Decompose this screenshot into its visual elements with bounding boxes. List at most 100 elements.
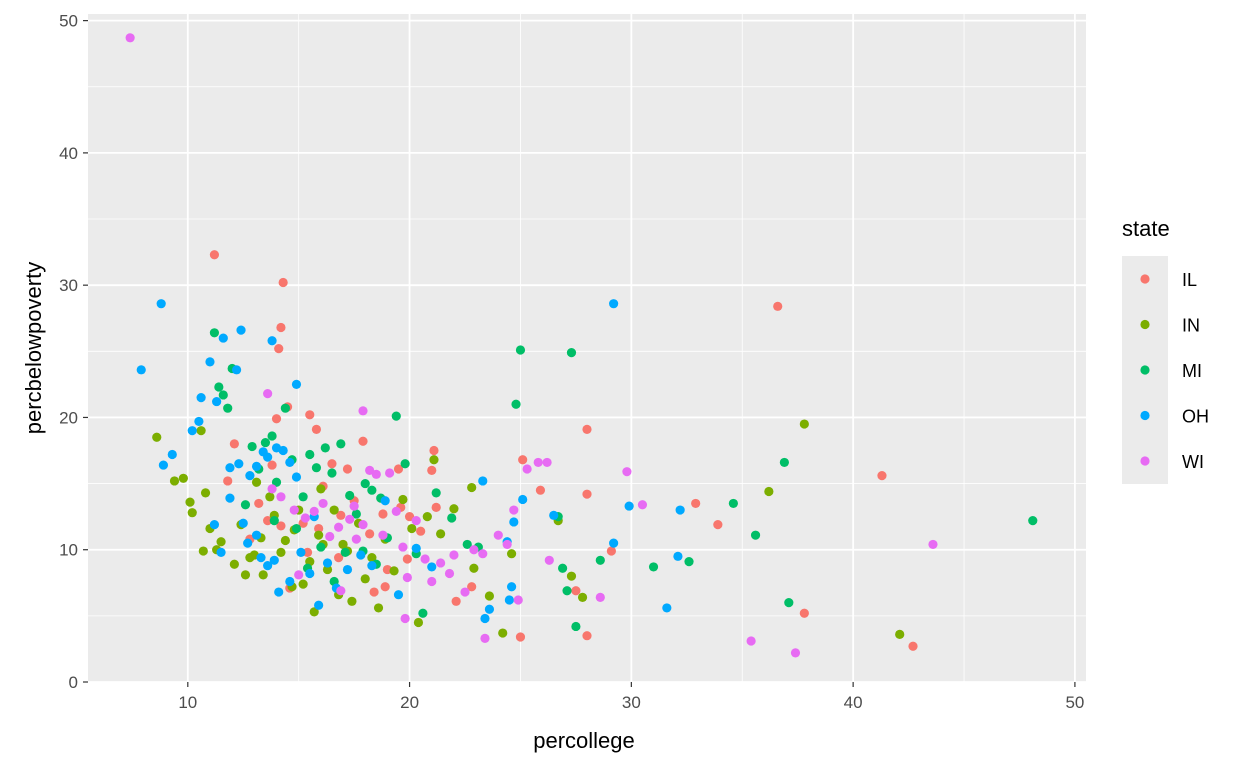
data-point (624, 501, 634, 511)
data-point (236, 325, 246, 335)
data-point (380, 496, 390, 506)
data-point (544, 555, 554, 565)
data-point (566, 571, 577, 581)
data-point (622, 467, 632, 477)
data-point (256, 553, 266, 563)
data-point (209, 250, 220, 260)
data-point (480, 613, 490, 624)
data-point (484, 604, 495, 614)
data-point (799, 419, 809, 429)
data-point (265, 492, 275, 502)
data-point (506, 582, 517, 592)
data-point (218, 390, 228, 400)
data-point (225, 463, 235, 473)
data-point (509, 517, 519, 527)
data-point (673, 551, 683, 561)
legend-key (1140, 456, 1150, 466)
data-point (345, 490, 355, 501)
data-point (467, 582, 477, 592)
x-tick-label: 20 (400, 693, 419, 712)
data-point (311, 463, 322, 473)
data-point (429, 455, 439, 465)
legend-key (1140, 365, 1150, 375)
data-point (478, 476, 488, 486)
data-point (469, 545, 479, 555)
data-point (278, 277, 288, 288)
data-point (407, 523, 417, 534)
data-point (263, 516, 273, 526)
data-point (431, 502, 441, 512)
data-point (329, 505, 339, 515)
data-point (675, 505, 685, 515)
data-point (648, 562, 659, 572)
data-point (522, 464, 532, 474)
x-tick-label: 40 (844, 693, 863, 712)
data-point (518, 494, 528, 505)
data-point (420, 554, 430, 564)
data-point (336, 510, 346, 520)
legend: state IL IN MI OH WI (1122, 216, 1209, 484)
data-point (285, 576, 295, 587)
data-point (369, 587, 379, 597)
data-point (345, 514, 355, 524)
data-point (309, 506, 319, 516)
data-point (393, 464, 404, 474)
y-tick-label: 40 (59, 144, 78, 163)
data-point (595, 555, 605, 565)
legend-items: IL IN MI OH WI (1140, 270, 1209, 472)
data-point (334, 553, 344, 563)
data-point (178, 473, 188, 483)
data-point (320, 443, 330, 453)
data-point (125, 33, 135, 43)
data-point (209, 328, 220, 338)
data-point (609, 299, 619, 309)
data-point (582, 631, 592, 641)
data-point (205, 357, 215, 367)
data-point (577, 592, 588, 602)
data-point (799, 608, 809, 618)
x-tick-label: 10 (178, 693, 197, 712)
data-point (549, 510, 559, 520)
data-point (422, 512, 432, 522)
data-point (358, 406, 368, 416)
data-point (234, 459, 244, 469)
data-point (493, 530, 503, 540)
data-point (274, 587, 284, 597)
data-point (469, 563, 479, 573)
data-point (436, 558, 446, 568)
data-point (404, 512, 415, 522)
legend-label: OH (1182, 407, 1209, 427)
x-tick-label: 30 (622, 693, 641, 712)
legend-key (1140, 410, 1150, 421)
x-tick-label: 50 (1065, 693, 1084, 712)
data-point (609, 538, 619, 548)
data-point (400, 459, 410, 469)
data-point (418, 608, 428, 618)
grid-major (88, 14, 1086, 683)
data-point (158, 460, 169, 470)
data-point (928, 539, 938, 550)
data-point (289, 505, 299, 515)
data-point (298, 579, 308, 589)
data-point (444, 568, 455, 579)
data-point (509, 505, 519, 515)
data-point (478, 549, 488, 559)
y-tick-label: 10 (59, 541, 78, 560)
data-point (436, 529, 446, 539)
data-point (216, 547, 226, 557)
data-point (513, 595, 523, 605)
data-point (291, 523, 302, 534)
data-points (125, 33, 1038, 658)
data-point (347, 596, 357, 606)
data-point (200, 488, 211, 498)
legend-label: MI (1182, 361, 1202, 381)
data-point (294, 570, 304, 580)
data-point (684, 557, 694, 567)
data-point (779, 457, 789, 468)
data-point (243, 538, 253, 548)
data-point (251, 461, 262, 471)
data-point (606, 546, 616, 556)
data-point (764, 486, 774, 497)
data-point (411, 516, 421, 526)
data-point (402, 572, 412, 583)
